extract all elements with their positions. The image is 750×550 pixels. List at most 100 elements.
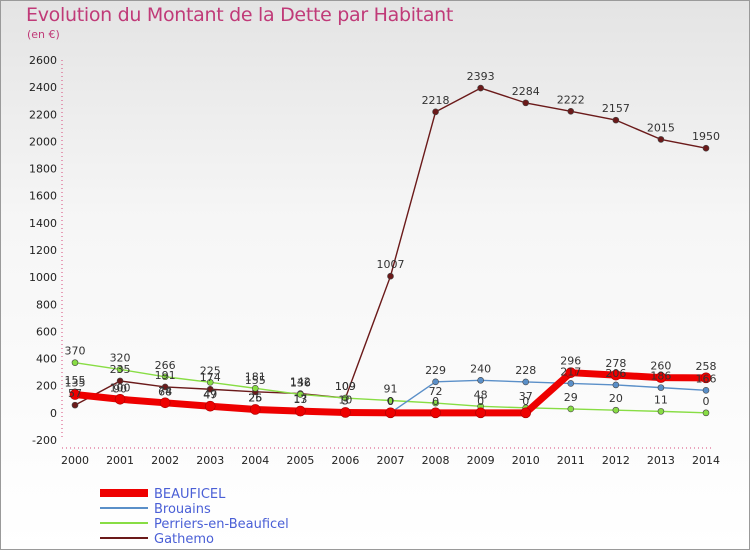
x-tick-label: 2012 [602,454,630,467]
data-label: 1007 [377,258,405,271]
data-label: 258 [696,360,717,373]
data-label: 72 [429,385,443,398]
x-tick-label: 2000 [61,454,89,467]
series-lines [69,84,712,419]
data-point [522,378,530,386]
data-point [387,397,394,404]
data-point [477,376,484,384]
data-point [206,385,214,393]
data-point [116,377,124,385]
data-point [610,369,622,381]
data-label: 74 [158,385,172,398]
y-tick-label: 2000 [29,135,57,148]
y-tick-label: 2600 [29,54,57,67]
data-point [702,144,710,152]
data-point [432,108,439,116]
data-label: 26 [248,391,262,404]
data-label: 0 [477,395,484,408]
data-label: 48 [474,388,488,401]
data-label: 217 [560,365,581,378]
y-tick-label: 0 [50,407,57,420]
data-point [297,391,304,398]
data-point [702,387,710,394]
data-point [432,378,439,386]
data-point [612,116,620,124]
data-label: 174 [200,371,221,384]
data-point [432,399,439,407]
data-point [430,407,441,419]
data-label: 186 [650,370,671,383]
data-label: 2015 [647,121,675,134]
data-point [567,380,575,387]
data-label: 49 [203,388,217,401]
x-tick-label: 2005 [286,454,314,467]
data-point [295,405,306,417]
x-tick-label: 2001 [106,454,134,467]
data-label: 11 [654,393,668,406]
data-point [520,407,532,419]
data-label: 100 [110,381,131,394]
y-tick-label: 800 [36,298,57,311]
legend-entry: Brouains [154,502,211,517]
y-tick-label: 1200 [29,244,57,257]
y-tick-label: 2200 [29,108,57,121]
data-point [387,272,394,280]
data-point [71,359,79,366]
data-label: 68 [158,386,172,399]
data-label: 155 [245,374,266,387]
data-label: 240 [470,362,491,375]
data-label: 181 [245,370,266,383]
y-tick-label: 1400 [29,217,57,230]
data-label: 109 [335,380,356,393]
data-label: 266 [155,359,176,372]
x-tick-label: 2010 [512,454,540,467]
legend-entry: Gathemo [154,532,214,547]
data-point [69,389,81,400]
data-label: 228 [515,364,536,377]
data-label: 17 [293,393,307,406]
data-label: 166 [696,372,717,385]
data-label: 10 [338,394,352,407]
y-tick-label: 2400 [29,81,57,94]
data-label: 109 [335,380,356,393]
legend-entry: Perriers-en-Beauficel [154,517,289,532]
data-label: 260 [650,360,671,373]
data-label: 20 [609,392,623,405]
chart-title: Evolution du Montant de la Dette par Hab… [26,4,454,26]
data-point [251,384,259,392]
data-point [204,400,216,412]
x-tick-label: 2003 [196,454,224,467]
y-tick-label: 1600 [29,190,57,203]
x-tick-label: 2002 [151,454,179,467]
data-point [522,99,530,107]
data-label: 2393 [467,70,495,83]
data-label: 29 [564,391,578,404]
data-label: 1950 [692,130,720,143]
x-tick-label: 2014 [692,454,720,467]
data-label: 191 [155,369,176,382]
data-point [477,84,484,92]
data-label: 25 [248,391,262,404]
data-point [340,407,351,418]
data-label: 296 [560,355,581,368]
y-tick-label: 200 [36,380,57,393]
data-label: 13 [293,393,307,406]
data-point [206,379,214,386]
data-label: 320 [110,351,131,364]
data-label: 47 [203,388,217,401]
y-tick-label: 1000 [29,271,57,284]
x-tick-label: 2006 [331,454,359,467]
data-point [612,381,620,389]
data-point [567,405,575,413]
data-label: 3 [342,394,349,407]
data-point [116,366,124,373]
data-point [567,108,575,115]
data-label: 2157 [602,102,630,115]
data-point [249,404,261,415]
x-tick-label: 2004 [241,454,269,467]
data-label: 0 [703,395,710,408]
legend-entry: BEAUFICEL [154,487,226,502]
